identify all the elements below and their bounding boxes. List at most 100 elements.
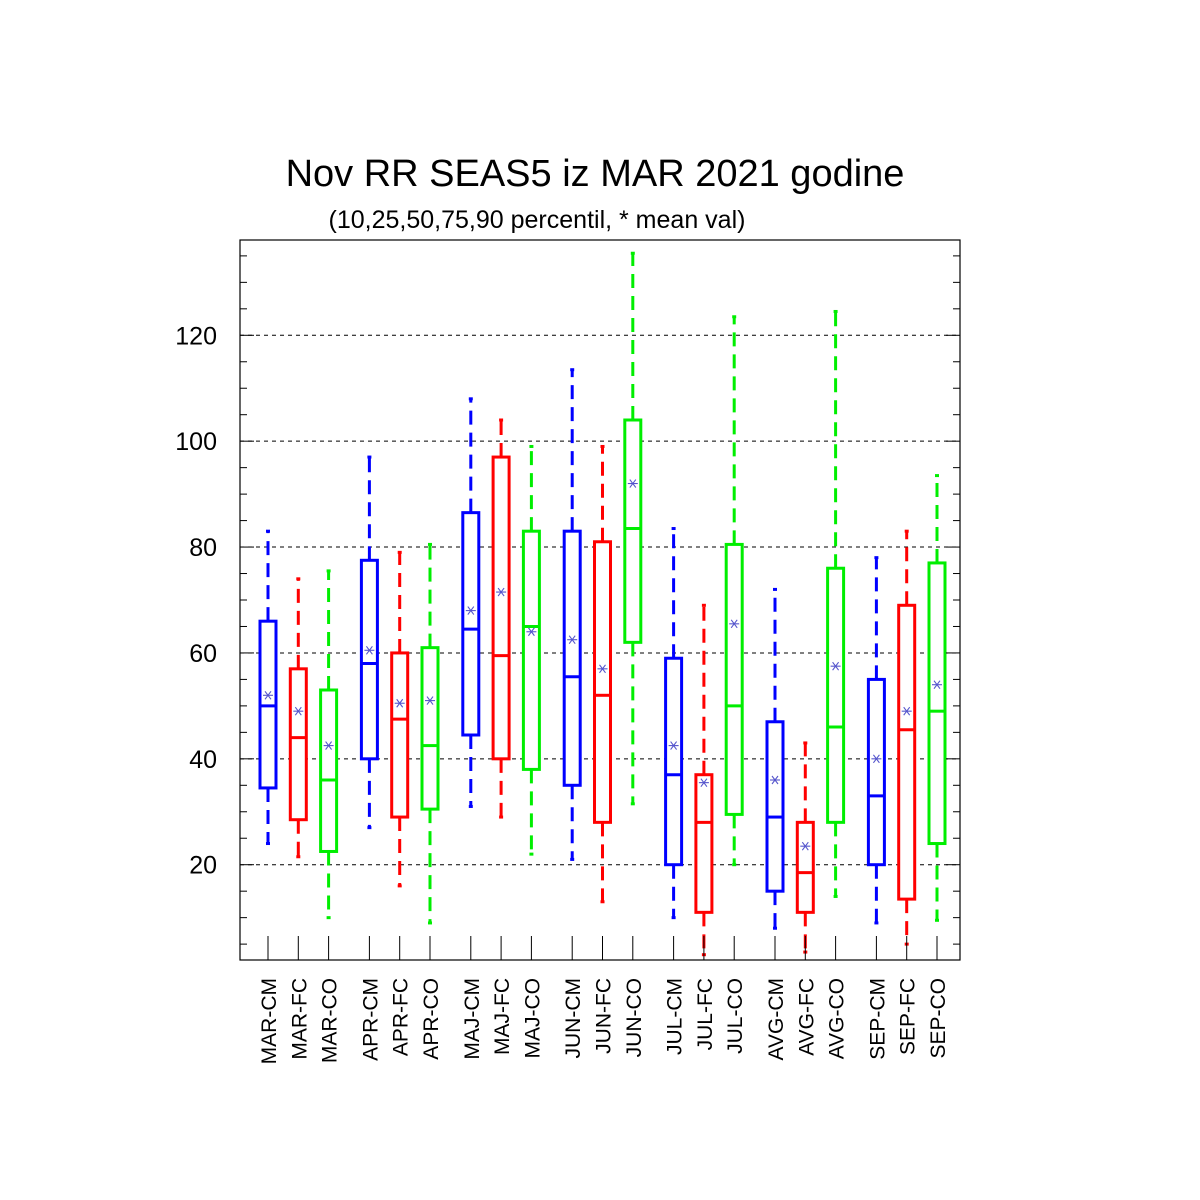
iqr-box [765, 720, 785, 893]
x-tick-label: MAJ-CO [521, 978, 544, 1059]
x-tick-label: JUL-FC [694, 978, 717, 1050]
mean-marker [425, 696, 435, 705]
box-mar-fc [288, 577, 308, 859]
iqr-box [491, 455, 511, 761]
mean-marker [496, 587, 507, 597]
box-avg-fc [795, 741, 815, 954]
mean-stroke [903, 706, 911, 716]
iqr-box [866, 677, 886, 867]
x-tick-label: JUN-CM [562, 978, 585, 1058]
iqr-box [359, 558, 379, 761]
x-tick-label: MAR-CM [258, 978, 281, 1064]
mean-marker [729, 619, 740, 629]
x-tick-label: JUL-CO [724, 978, 747, 1054]
mean-marker [465, 606, 476, 615]
mean-marker [627, 479, 638, 488]
x-tick-label: APR-CM [359, 978, 382, 1061]
box-jul-cm [664, 527, 684, 920]
x-tick-label: JUN-CO [623, 978, 646, 1057]
x-tick-label: MAJ-CM [461, 978, 484, 1060]
mean-stroke [700, 778, 708, 787]
mean-stroke [264, 690, 272, 700]
box-jun-fc [593, 444, 612, 904]
x-tick-label: MAR-FC [288, 978, 311, 1060]
mean-marker [293, 706, 304, 716]
mean-marker [800, 841, 811, 851]
mean-stroke [396, 698, 404, 708]
iqr-box [826, 566, 846, 824]
mean-stroke [527, 627, 535, 637]
iqr-box [694, 773, 714, 914]
mean-stroke [294, 706, 302, 716]
mean-stroke [771, 775, 779, 785]
box-maj-co [521, 444, 541, 856]
mean-marker [567, 635, 578, 645]
y-tick-label: 20 [189, 852, 217, 880]
x-tick-label: AVG-FC [795, 978, 818, 1056]
mean-stroke [801, 841, 809, 851]
iqr-box [724, 542, 744, 816]
iqr-box [623, 418, 643, 644]
box-sep-cm [866, 556, 886, 925]
x-tick-label: MAJ-FC [491, 978, 514, 1055]
box-jun-co [623, 251, 643, 806]
box-mar-co [319, 569, 339, 920]
box-jun-cm [562, 368, 582, 861]
x-tick-label: APR-CO [420, 978, 443, 1060]
mean-marker [871, 754, 882, 764]
box-jul-co [724, 315, 744, 867]
iqr-box [795, 820, 815, 914]
x-tick-label: JUL-CM [664, 978, 687, 1055]
chart-title: Nov RR SEAS5 iz MAR 2021 godine [286, 153, 905, 195]
mean-stroke [629, 479, 637, 488]
x-tick-label: JUN-FC [593, 978, 616, 1054]
mean-marker [932, 680, 942, 690]
x-tick-label: AVG-CO [826, 978, 849, 1059]
mean-marker [698, 778, 709, 787]
box-sep-co [927, 474, 947, 922]
mean-marker [830, 661, 841, 671]
x-tick-label: AVG-CM [765, 978, 788, 1060]
x-tick-label: MAR-CO [319, 978, 342, 1063]
iqr-box [897, 603, 917, 901]
mean-stroke [325, 741, 333, 750]
iqr-box [562, 529, 582, 787]
x-tick-label: SEP-CO [927, 978, 950, 1059]
iqr-box [521, 529, 541, 771]
x-tick-label: APR-FC [390, 978, 413, 1056]
box-avg-co [826, 309, 846, 898]
mean-stroke [467, 606, 475, 615]
iqr-box [319, 688, 339, 853]
mean-stroke [568, 635, 576, 645]
box-series [258, 251, 947, 957]
chart-subtitle: (10,25,50,75,90 percentil, * mean val) [329, 206, 746, 234]
mean-stroke [365, 645, 373, 655]
mean-stroke [497, 587, 505, 597]
mean-marker [597, 664, 608, 674]
y-tick-label: 120 [175, 322, 217, 350]
mean-marker [668, 741, 679, 750]
mean-marker [526, 627, 537, 637]
iqr-box [390, 651, 410, 819]
box-maj-cm [461, 397, 481, 808]
iqr-box [288, 667, 308, 822]
iqr-box [420, 646, 440, 811]
box-sep-fc [897, 529, 917, 946]
mean-stroke [730, 619, 738, 629]
mean-marker [901, 706, 912, 716]
mean-stroke [872, 754, 880, 764]
iqr-box [593, 540, 612, 824]
box-apr-fc [390, 550, 410, 888]
mean-marker [770, 775, 780, 785]
y-tick-label: 60 [189, 640, 217, 668]
box-jul-fc [694, 603, 714, 957]
x-tick-label: SEP-CM [866, 978, 889, 1060]
box-avg-cm [765, 587, 785, 930]
box-mar-cm [258, 529, 278, 846]
box-maj-fc [491, 418, 511, 819]
mean-stroke [832, 661, 840, 671]
y-axis: 20 40 60 80 100 120 [175, 255, 960, 945]
x-axis: MAR-CM MAR-FC MAR-CO APR-CM APR-FC APR-CO MAJ-… [258, 936, 950, 1064]
y-tick-label: 80 [189, 534, 217, 562]
